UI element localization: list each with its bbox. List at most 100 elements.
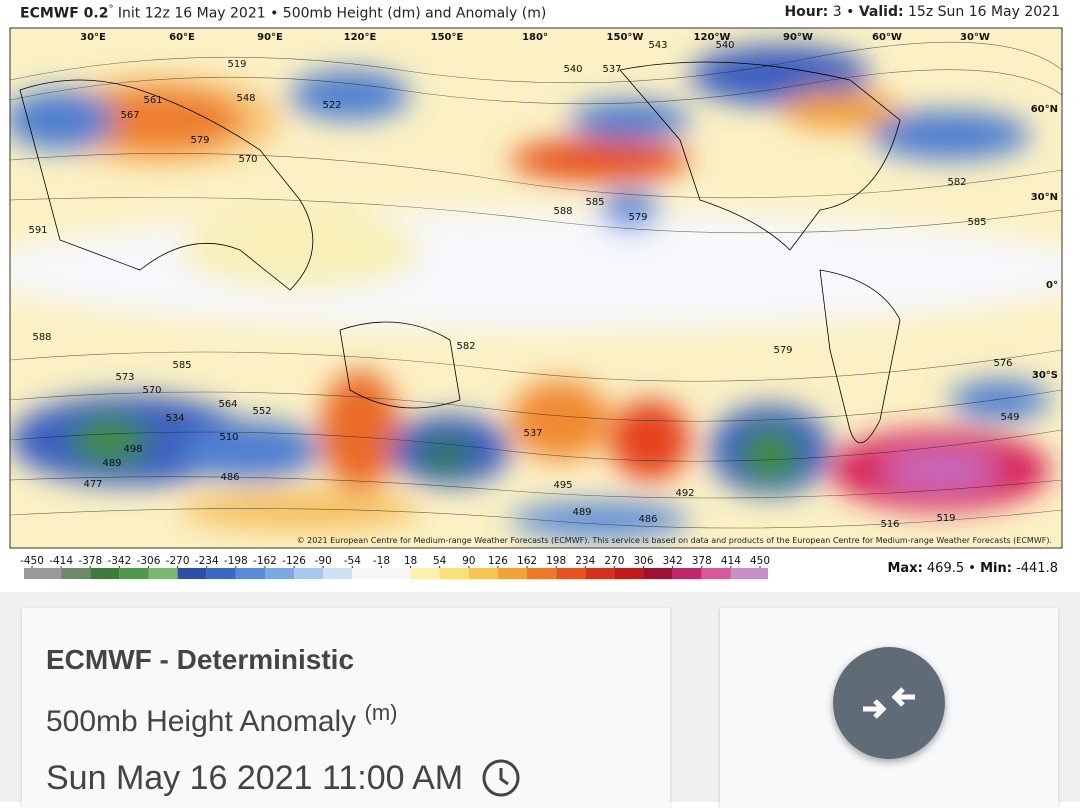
max-min: Max: 469.5 • Min: -441.8 (887, 561, 1058, 576)
run-info: Init 12z 16 May 2021 • 500mb Height (dm)… (117, 5, 547, 22)
map-frame (9, 27, 1063, 549)
contour-label: 540 (563, 64, 582, 75)
colorbar-tick-label: 18 (404, 555, 417, 567)
map: -450 -414 -378 -342 -306 -270 -234 -198 -162 -126… (9, 27, 1063, 579)
min-label: Min: (980, 561, 1012, 576)
header-right: Hour: 3 • Valid: 15z Sun 16 May 2021 (784, 4, 1060, 20)
colorbar: -450 -414 -378 -342 -306 -270 -234 -198 -162 -126… (20, 555, 770, 579)
contour-label: 582 (456, 341, 475, 352)
colorbar-tick-label: 90 (462, 555, 475, 567)
contour-label: 585 (967, 217, 986, 228)
colorbar-segment (556, 568, 586, 579)
contour-label: 573 (115, 372, 134, 383)
colorbar-tick-label: 126 (488, 555, 508, 567)
colorbar-segment (61, 568, 91, 579)
colorbar-segment (643, 568, 673, 579)
action-card (720, 608, 1058, 808)
colorbar-segment (294, 568, 324, 579)
colorbar-segment (614, 568, 644, 579)
longitude-label: 180° (522, 32, 548, 43)
longitude-label: 90°E (257, 32, 283, 43)
contour-label: 495 (553, 480, 572, 491)
copyright: © 2021 European Centre for Medium-range … (297, 536, 1052, 545)
contour-label: 591 (28, 225, 47, 236)
product-name: 500mb Height Anomaly (46, 705, 357, 738)
anomaly-field (10, 28, 1062, 548)
product: 500mb Height Anomaly (m) (46, 700, 398, 739)
colorbar-segment (701, 568, 731, 579)
colorbar-segment (468, 568, 498, 579)
colorbar-tick-label: 378 (692, 555, 712, 567)
contour-label: 486 (638, 514, 657, 525)
model: ECMWF 0.2 (20, 5, 109, 22)
longitude-label: 30°W (960, 32, 990, 43)
contour-label: 537 (523, 428, 542, 439)
colorbar-segment (148, 568, 178, 579)
contour-label: 570 (142, 385, 161, 396)
contour-label: 522 (322, 100, 341, 111)
contour-label: 585 (585, 197, 604, 208)
colorbar-segment (527, 568, 557, 579)
degree: ° (108, 4, 114, 15)
colorbar-tick-label: -342 (107, 555, 131, 567)
longitude-label: 120°E (344, 32, 377, 43)
contour-label: 564 (218, 399, 237, 410)
contour-label: 588 (32, 332, 51, 343)
contour-label: 549 (1000, 412, 1019, 423)
colorbar-segment (672, 568, 702, 579)
longitude-label: 60°W (872, 32, 902, 43)
header-left: ECMWF 0.2° Init 12z 16 May 2021 • 500mb … (20, 4, 546, 22)
colorbar-tick-label: 342 (663, 555, 683, 567)
colorbar-tick-label: 54 (433, 555, 447, 567)
colorbar-tick-label: -450 (20, 555, 44, 567)
colorbar-tick-label: -18 (373, 555, 390, 567)
contour-label: 498 (123, 444, 142, 455)
colorbar-tick-label: 306 (633, 555, 653, 567)
valid: 15z Sun 16 May 2021 (908, 4, 1060, 20)
colorbar-tick-label: 450 (750, 555, 770, 567)
latitude-label: 30°N (1031, 192, 1058, 203)
compare-icon (863, 687, 915, 719)
info-card[interactable]: ECMWF - Deterministic 500mb Height Anoma… (22, 608, 670, 808)
clock-icon (482, 759, 520, 797)
colorbar-tick-label: 270 (604, 555, 624, 567)
contour-label: 579 (190, 135, 209, 146)
max: 469.5 (926, 561, 965, 576)
contour-label: 519 (227, 59, 246, 70)
latitude-label: 30°S (1032, 370, 1058, 381)
colorbar-segment (90, 568, 120, 579)
colorbar-segment (177, 568, 207, 579)
colorbar-tick-label: 162 (517, 555, 537, 567)
colorbar-segment (119, 568, 149, 579)
time-row[interactable]: Sun May 16 2021 11:00 AM (46, 758, 521, 798)
colorbar-tick-label: -126 (282, 555, 306, 567)
contour-label: 543 (648, 40, 667, 51)
contour-label: 534 (165, 413, 184, 424)
colorbar-tick-label: -306 (137, 555, 161, 567)
colorbar-segment (206, 568, 236, 579)
latitude-label: 60°N (1031, 104, 1058, 115)
colorbar-tick-label: -414 (49, 555, 73, 567)
colorbar-tick-label: -234 (195, 555, 219, 567)
colorbar-segment (730, 568, 768, 579)
contour-label: 570 (238, 154, 257, 165)
colorbar-segment (352, 568, 382, 579)
contour-label: 540 (715, 40, 734, 51)
contour-label: 537 (602, 64, 621, 75)
contour-label: 489 (572, 507, 591, 518)
colorbar-segment (323, 568, 353, 579)
colorbar-tick-label: 198 (546, 555, 566, 567)
contour-label: 576 (993, 358, 1012, 369)
compare-button[interactable] (833, 647, 945, 759)
colorbar-segment (497, 568, 528, 579)
latitude-label: 0° (1046, 280, 1058, 291)
min: -441.8 (1016, 561, 1058, 576)
contour-label: 588 (553, 206, 572, 217)
colorbar-tick-label: -378 (78, 555, 102, 567)
contour-label: 579 (773, 345, 792, 356)
hour: 3 (832, 4, 842, 20)
time: Sun May 16 2021 11:00 AM (46, 758, 464, 797)
colorbar-tick-label: -90 (315, 555, 332, 567)
contour-label: 516 (880, 519, 899, 530)
longitude-label: 90°W (783, 32, 813, 43)
